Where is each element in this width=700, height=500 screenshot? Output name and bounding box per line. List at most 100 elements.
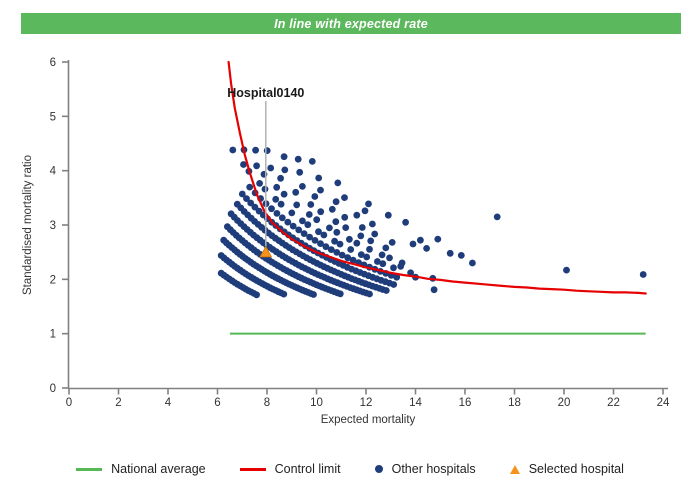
other-hospital-point[interactable] <box>382 287 390 294</box>
other-hospital-point[interactable] <box>366 290 373 298</box>
other-hospital-point[interactable] <box>382 244 390 252</box>
other-hospital-point[interactable] <box>317 186 324 194</box>
other-hospital-point[interactable] <box>332 198 340 206</box>
other-hospital-point[interactable] <box>272 195 280 203</box>
other-hospital-point[interactable] <box>328 205 336 213</box>
other-hospital-point[interactable] <box>267 164 275 172</box>
other-hospital-point[interactable] <box>300 230 308 238</box>
other-hospital-point[interactable] <box>278 214 286 222</box>
other-hospital-point[interactable] <box>341 213 349 221</box>
other-hospital-point[interactable] <box>341 194 348 202</box>
other-hospital-point[interactable] <box>288 209 296 217</box>
other-hospital-point[interactable] <box>261 185 269 193</box>
other-hospital-point[interactable] <box>358 224 366 231</box>
other-hospital-point[interactable] <box>296 168 304 176</box>
other-hospital-point[interactable] <box>320 231 328 239</box>
other-hospital-point[interactable] <box>333 249 341 256</box>
other-hospital-point[interactable] <box>446 249 454 257</box>
other-hospital-point[interactable] <box>273 183 281 191</box>
other-hospital-point[interactable] <box>397 262 405 270</box>
other-hospital-point[interactable] <box>299 217 306 225</box>
other-hospital-point[interactable] <box>423 245 430 252</box>
other-hospital-point[interactable] <box>333 228 341 236</box>
other-hospital-point[interactable] <box>308 158 316 165</box>
other-hospital-point[interactable] <box>313 216 321 224</box>
other-hospital-point[interactable] <box>469 259 476 267</box>
other-hospital-point[interactable] <box>390 281 398 288</box>
other-hospital-point[interactable] <box>407 269 414 277</box>
other-hospital-point[interactable] <box>289 222 297 230</box>
other-hospital-point[interactable] <box>310 291 317 298</box>
other-hospital-point[interactable] <box>240 161 247 168</box>
other-hospital-point[interactable] <box>336 290 344 298</box>
other-hospital-point[interactable] <box>311 237 319 244</box>
other-hospital-point[interactable] <box>292 188 300 196</box>
other-hospital-point[interactable] <box>493 213 501 221</box>
other-hospital-point[interactable] <box>338 251 346 259</box>
other-hospital-point[interactable] <box>263 147 271 155</box>
other-hospital-point[interactable] <box>390 264 397 272</box>
other-hospital-point[interactable] <box>379 260 387 268</box>
other-hospital-point[interactable] <box>229 146 237 154</box>
other-hospital-point[interactable] <box>563 266 570 274</box>
other-hospital-point[interactable] <box>363 253 371 261</box>
other-hospital-point[interactable] <box>327 246 335 254</box>
other-hospital-point[interactable] <box>299 183 306 190</box>
other-hospital-point[interactable] <box>369 220 376 228</box>
other-hospital-point[interactable] <box>281 166 289 174</box>
other-hospital-point[interactable] <box>357 232 365 240</box>
other-hospital-point[interactable] <box>367 237 375 245</box>
other-hospital-point[interactable] <box>371 230 379 238</box>
other-hospital-point[interactable] <box>342 224 350 232</box>
other-hospital-point[interactable] <box>253 291 260 299</box>
other-hospital-point[interactable] <box>247 199 255 207</box>
other-hospital-point[interactable] <box>388 239 396 246</box>
other-hospital-point[interactable] <box>277 200 285 208</box>
other-hospital-point[interactable] <box>357 251 365 258</box>
other-hospital-point[interactable] <box>402 218 409 226</box>
other-hospital-point[interactable] <box>243 195 250 203</box>
other-hospital-point[interactable] <box>293 201 301 209</box>
other-hospital-point[interactable] <box>246 183 254 191</box>
other-hospital-point[interactable] <box>349 256 357 264</box>
other-hospital-point[interactable] <box>393 273 401 281</box>
other-hospital-point[interactable] <box>305 211 313 218</box>
other-hospital-point[interactable] <box>347 246 355 253</box>
other-hospital-point[interactable] <box>307 201 315 208</box>
selected-hospital-marker[interactable] <box>259 245 273 258</box>
other-hospital-point[interactable] <box>295 226 303 234</box>
other-hospital-point[interactable] <box>366 245 373 253</box>
other-hospital-point[interactable] <box>361 207 369 215</box>
other-hospital-point[interactable] <box>378 251 386 259</box>
other-hospital-point[interactable] <box>457 252 465 259</box>
other-hospital-point[interactable] <box>280 153 288 161</box>
other-hospital-point[interactable] <box>353 239 361 247</box>
other-hospital-point[interactable] <box>374 258 381 265</box>
other-hospital-point[interactable] <box>430 286 438 294</box>
other-hospital-point[interactable] <box>346 235 353 243</box>
other-hospital-point[interactable] <box>304 221 312 229</box>
other-hospital-point[interactable] <box>284 218 292 226</box>
other-hospital-point[interactable] <box>294 155 302 163</box>
other-hospital-point[interactable] <box>344 254 352 262</box>
other-hospital-point[interactable] <box>311 193 319 200</box>
other-hospital-point[interactable] <box>277 174 284 182</box>
other-hospital-point[interactable] <box>332 218 340 226</box>
other-hospital-point[interactable] <box>315 228 322 236</box>
other-hospital-point[interactable] <box>280 290 288 298</box>
other-hospital-point[interactable] <box>639 271 647 278</box>
other-hospital-point[interactable] <box>317 240 324 248</box>
other-hospital-point[interactable] <box>273 210 281 217</box>
other-hospital-point[interactable] <box>336 240 344 248</box>
other-hospital-point[interactable] <box>434 235 442 243</box>
other-hospital-point[interactable] <box>253 162 260 170</box>
other-hospital-point[interactable] <box>417 236 424 244</box>
other-hospital-point[interactable] <box>331 237 338 245</box>
other-hospital-point[interactable] <box>238 190 246 198</box>
other-hospital-point[interactable] <box>268 205 275 213</box>
other-hospital-point[interactable] <box>326 224 333 232</box>
other-hospital-point[interactable] <box>353 211 361 219</box>
other-hospital-point[interactable] <box>256 180 263 187</box>
other-hospital-point[interactable] <box>384 211 392 219</box>
other-hospital-point[interactable] <box>365 200 372 208</box>
